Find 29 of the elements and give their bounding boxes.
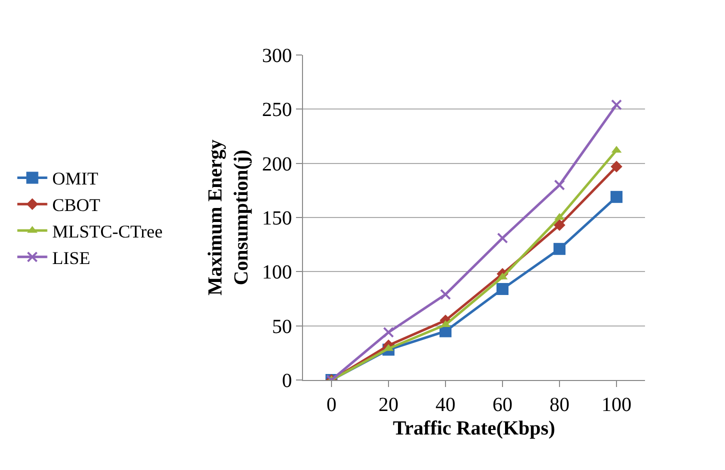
x-tick-label: 60 <box>492 394 512 416</box>
point <box>383 326 394 338</box>
point <box>611 99 622 110</box>
point <box>497 232 508 244</box>
x-tick-label: 0 <box>326 394 336 416</box>
y-tick-label: 100 <box>262 262 292 284</box>
point <box>610 190 622 203</box>
y-axis-title: Maximum Energy Consumption(j) <box>204 139 252 296</box>
legend-label: LISE <box>52 248 90 268</box>
legend-label: OMIT <box>52 168 98 189</box>
legend-label: MLSTC-CTree <box>52 222 163 242</box>
x-axis-title: Traffic Rate(Kbps) <box>392 418 556 440</box>
y-tick-label: 200 <box>262 153 292 176</box>
y-tick-label: 0 <box>282 370 292 392</box>
x-tick-label: 100 <box>602 394 632 416</box>
point <box>554 180 565 190</box>
y-tick-label: 150 <box>262 208 292 230</box>
point <box>554 219 566 231</box>
point <box>440 288 451 300</box>
x-tick-label: 80 <box>550 394 570 416</box>
y-tick-label: 300 <box>262 45 292 67</box>
y-tick-label: 50 <box>272 316 292 338</box>
y-tick-label: 250 <box>262 99 292 122</box>
point <box>496 283 508 295</box>
point <box>610 160 622 172</box>
x-tick-label: 40 <box>436 394 456 416</box>
point <box>554 242 566 255</box>
legend-label: CBOT <box>52 195 100 216</box>
x-tick-label: 20 <box>378 394 398 416</box>
